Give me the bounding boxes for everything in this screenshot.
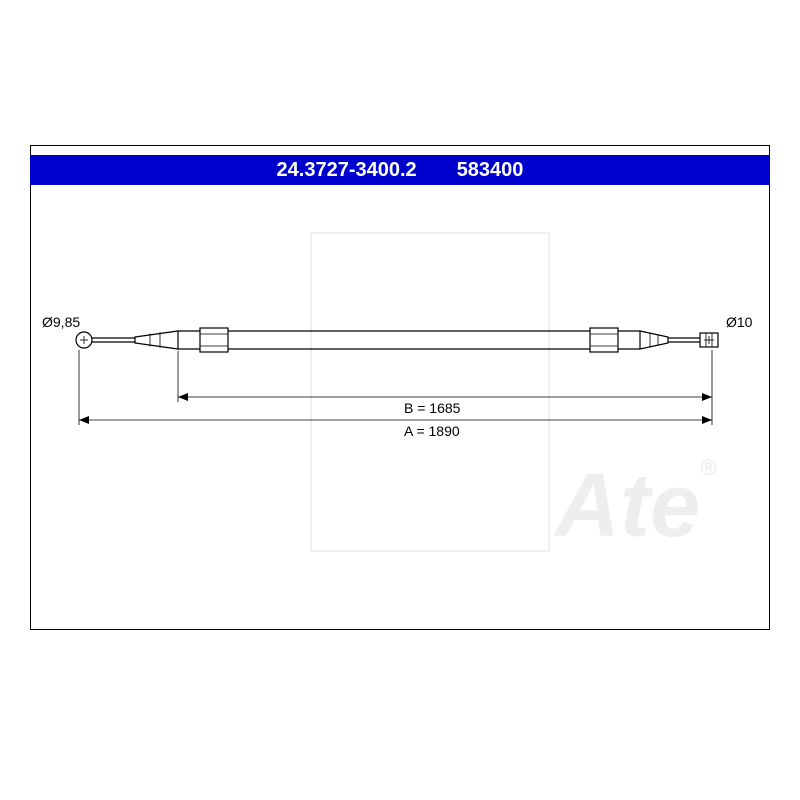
canvas: 24.3727-3400.2 583400 Ate® xyxy=(0,0,800,800)
left-diameter-label: Ø9,85 xyxy=(42,314,80,330)
dimension-a xyxy=(79,416,712,424)
right-bracket xyxy=(590,328,618,352)
dimension-b-label: B = 1685 xyxy=(400,400,464,416)
left-ferrule xyxy=(135,331,178,349)
left-bracket xyxy=(200,328,228,352)
dimension-a-label: A = 1890 xyxy=(400,423,464,439)
right-ferrule xyxy=(640,331,668,349)
right-diameter-label: Ø10 xyxy=(726,314,752,330)
